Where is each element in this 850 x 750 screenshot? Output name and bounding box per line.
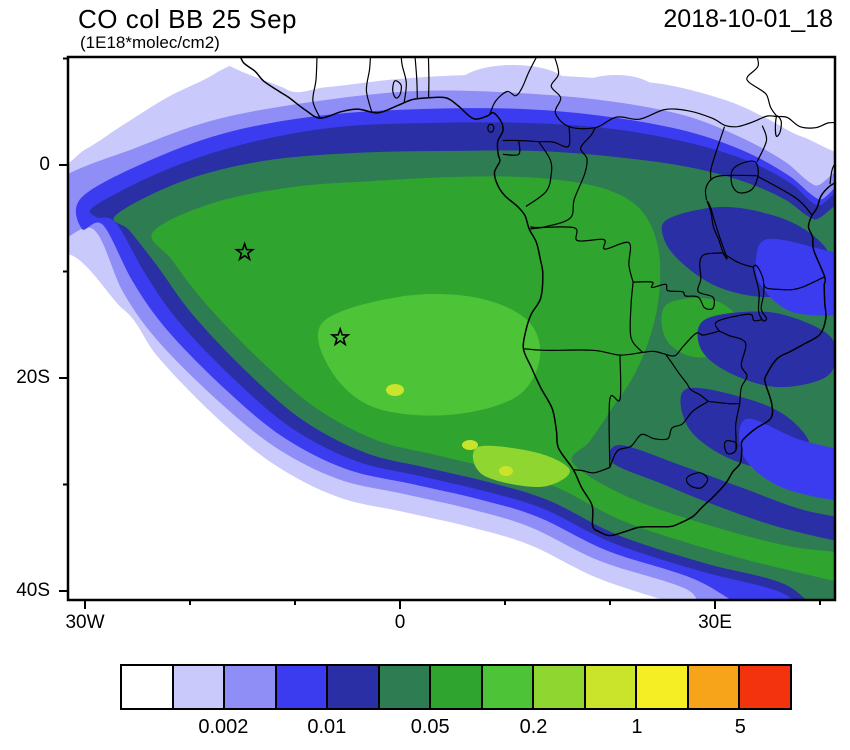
colorbar-cell	[122, 666, 172, 708]
colorbar-cell	[429, 666, 481, 708]
colorbar-labels: 0.002 0.01 0.05 0.2 1 5	[120, 716, 792, 740]
colorbar-cell	[686, 666, 739, 708]
bioko-island	[487, 123, 495, 133]
y-tick-label: 40S	[16, 579, 50, 601]
lakes	[392, 80, 782, 322]
colorbar-tick-label: 5	[734, 716, 746, 738]
star-marker	[329, 326, 351, 347]
y-tick-label: 0	[39, 153, 50, 175]
figure-units: (1E18*molec/cm2)	[80, 33, 220, 52]
colorbar-tick-label: 0.01	[307, 716, 347, 738]
figure-title: CO col BB 25 Sep	[78, 4, 297, 34]
y-axis-labels: 0 20S 40S	[0, 0, 58, 620]
colorbar-cell	[377, 666, 430, 708]
figure-timestamp: 2018-10-01_18	[663, 5, 833, 33]
colorbar-cell	[635, 666, 687, 708]
colorbar-tick-label: 0.2	[519, 716, 548, 738]
plot-frame	[66, 55, 837, 602]
colorbar-tick-label: 1	[631, 716, 643, 738]
colorbar-cell	[274, 666, 327, 708]
star-marker	[234, 241, 256, 262]
coastline	[239, 57, 835, 537]
colorbar-cell	[223, 666, 275, 708]
x-tick-label: 30E	[698, 612, 732, 633]
axis-ticks	[59, 57, 822, 609]
colorbar-cell	[326, 666, 378, 708]
x-tick-label: 30W	[65, 612, 105, 633]
colorbar-cell	[480, 666, 533, 708]
colorbar-tick-label: 0.002	[198, 716, 249, 738]
colorbar-cell	[171, 666, 224, 708]
colorbar-tick-label: 0.05	[410, 716, 450, 738]
colorbar-cell	[738, 666, 790, 708]
colorbar	[120, 664, 792, 710]
y-tick-label: 20S	[16, 366, 50, 388]
x-tick-label: 0	[394, 612, 406, 633]
colorbar-cell	[532, 666, 584, 708]
contour-field	[68, 57, 835, 600]
colorbar-cell	[583, 666, 636, 708]
